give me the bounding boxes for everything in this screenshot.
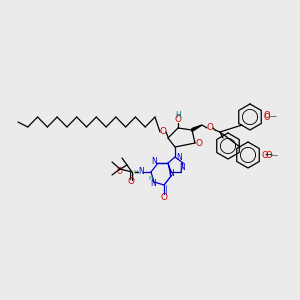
Text: —: —	[264, 151, 272, 160]
Text: O: O	[160, 193, 167, 202]
Text: N: N	[151, 158, 157, 166]
Text: N: N	[138, 167, 144, 176]
Text: O: O	[264, 112, 271, 121]
Text: N: N	[168, 169, 174, 178]
Text: O: O	[128, 178, 134, 187]
Polygon shape	[192, 125, 202, 131]
Text: N: N	[176, 152, 182, 161]
Text: O: O	[262, 151, 268, 160]
Text: O: O	[160, 128, 167, 136]
Text: —: —	[270, 113, 277, 119]
Text: O: O	[175, 116, 182, 124]
Text: H: H	[134, 169, 138, 175]
Text: O: O	[265, 151, 272, 160]
Text: N: N	[179, 163, 185, 172]
Text: H: H	[148, 176, 153, 181]
Text: H: H	[175, 110, 181, 119]
Text: O: O	[263, 112, 270, 122]
Text: O: O	[117, 167, 123, 176]
Text: O: O	[206, 124, 214, 133]
Text: N: N	[150, 178, 156, 188]
Text: —: —	[271, 152, 278, 158]
Text: O: O	[196, 139, 203, 148]
